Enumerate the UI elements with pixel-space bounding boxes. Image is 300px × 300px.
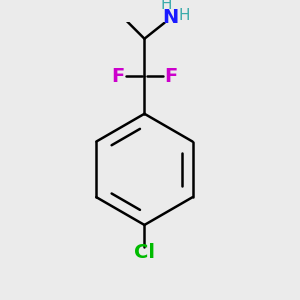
Text: Cl: Cl — [134, 243, 155, 262]
Text: H: H — [178, 8, 190, 23]
Text: F: F — [164, 67, 178, 86]
Text: N: N — [163, 8, 179, 27]
Text: F: F — [111, 67, 125, 86]
Text: H: H — [160, 0, 172, 12]
